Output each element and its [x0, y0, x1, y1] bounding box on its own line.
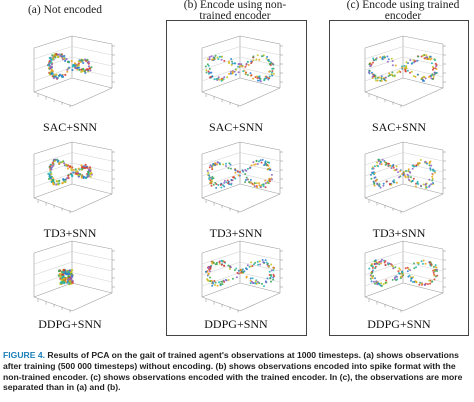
column-heading-b: (b) Encode using non-trained encoder [183, 0, 287, 22]
pca-plot [201, 35, 283, 108]
pca-plot [33, 240, 115, 313]
row-label-b-ddpg: DDPG+SNN [204, 317, 268, 331]
row-label-c-sac: SAC+SNN [371, 120, 427, 134]
plot-axes-box [33, 35, 113, 107]
scatter-points [204, 54, 275, 83]
plot-axes-box [33, 240, 113, 312]
row-label-a-ddpg: DDPG+SNN [38, 317, 102, 331]
plot-axes-box [364, 35, 444, 107]
row-label-b-sac: SAC+SNN [208, 120, 264, 134]
plot-axes-box [364, 240, 444, 312]
column-heading-a: (a) Not encoded [27, 4, 103, 16]
pca-plot [33, 141, 115, 214]
row-label-c-ddpg: DDPG+SNN [367, 317, 431, 331]
plot-axes-box [33, 141, 113, 213]
pca-plot [33, 35, 115, 108]
plot-axes-box [201, 35, 281, 107]
plot-axes-box [364, 141, 444, 213]
row-label-a-td3: TD3+SNN [43, 226, 97, 240]
figure-caption: FIGURE 4. Results of PCA on the gait of … [3, 350, 473, 393]
caption-text: Results of PCA on the gait of trained ag… [3, 350, 463, 393]
plot-axes-box [201, 240, 281, 312]
scatter-points [57, 268, 74, 286]
pca-plot [364, 240, 446, 313]
row-label-b-td3: TD3+SNN [209, 226, 263, 240]
scatter-points [47, 158, 93, 186]
column-heading-c: (c) Encode using trained encoder [346, 0, 460, 22]
scatter-points [368, 258, 439, 287]
pca-plot [364, 35, 446, 108]
pca-plot [201, 240, 283, 313]
scatter-points [370, 158, 436, 189]
scatter-points [205, 259, 276, 288]
plot-axes-box [201, 141, 281, 213]
figure-label: FIGURE 4. [3, 350, 46, 360]
pca-plot [364, 141, 446, 214]
scatter-points [367, 53, 438, 82]
panel-column-b [166, 20, 307, 336]
row-label-c-td3: TD3+SNN [372, 226, 426, 240]
pca-plot [201, 141, 283, 214]
row-label-a-sac: SAC+SNN [42, 120, 98, 134]
scatter-points [206, 158, 273, 189]
panel-column-c [329, 20, 469, 336]
scatter-points [47, 52, 93, 80]
